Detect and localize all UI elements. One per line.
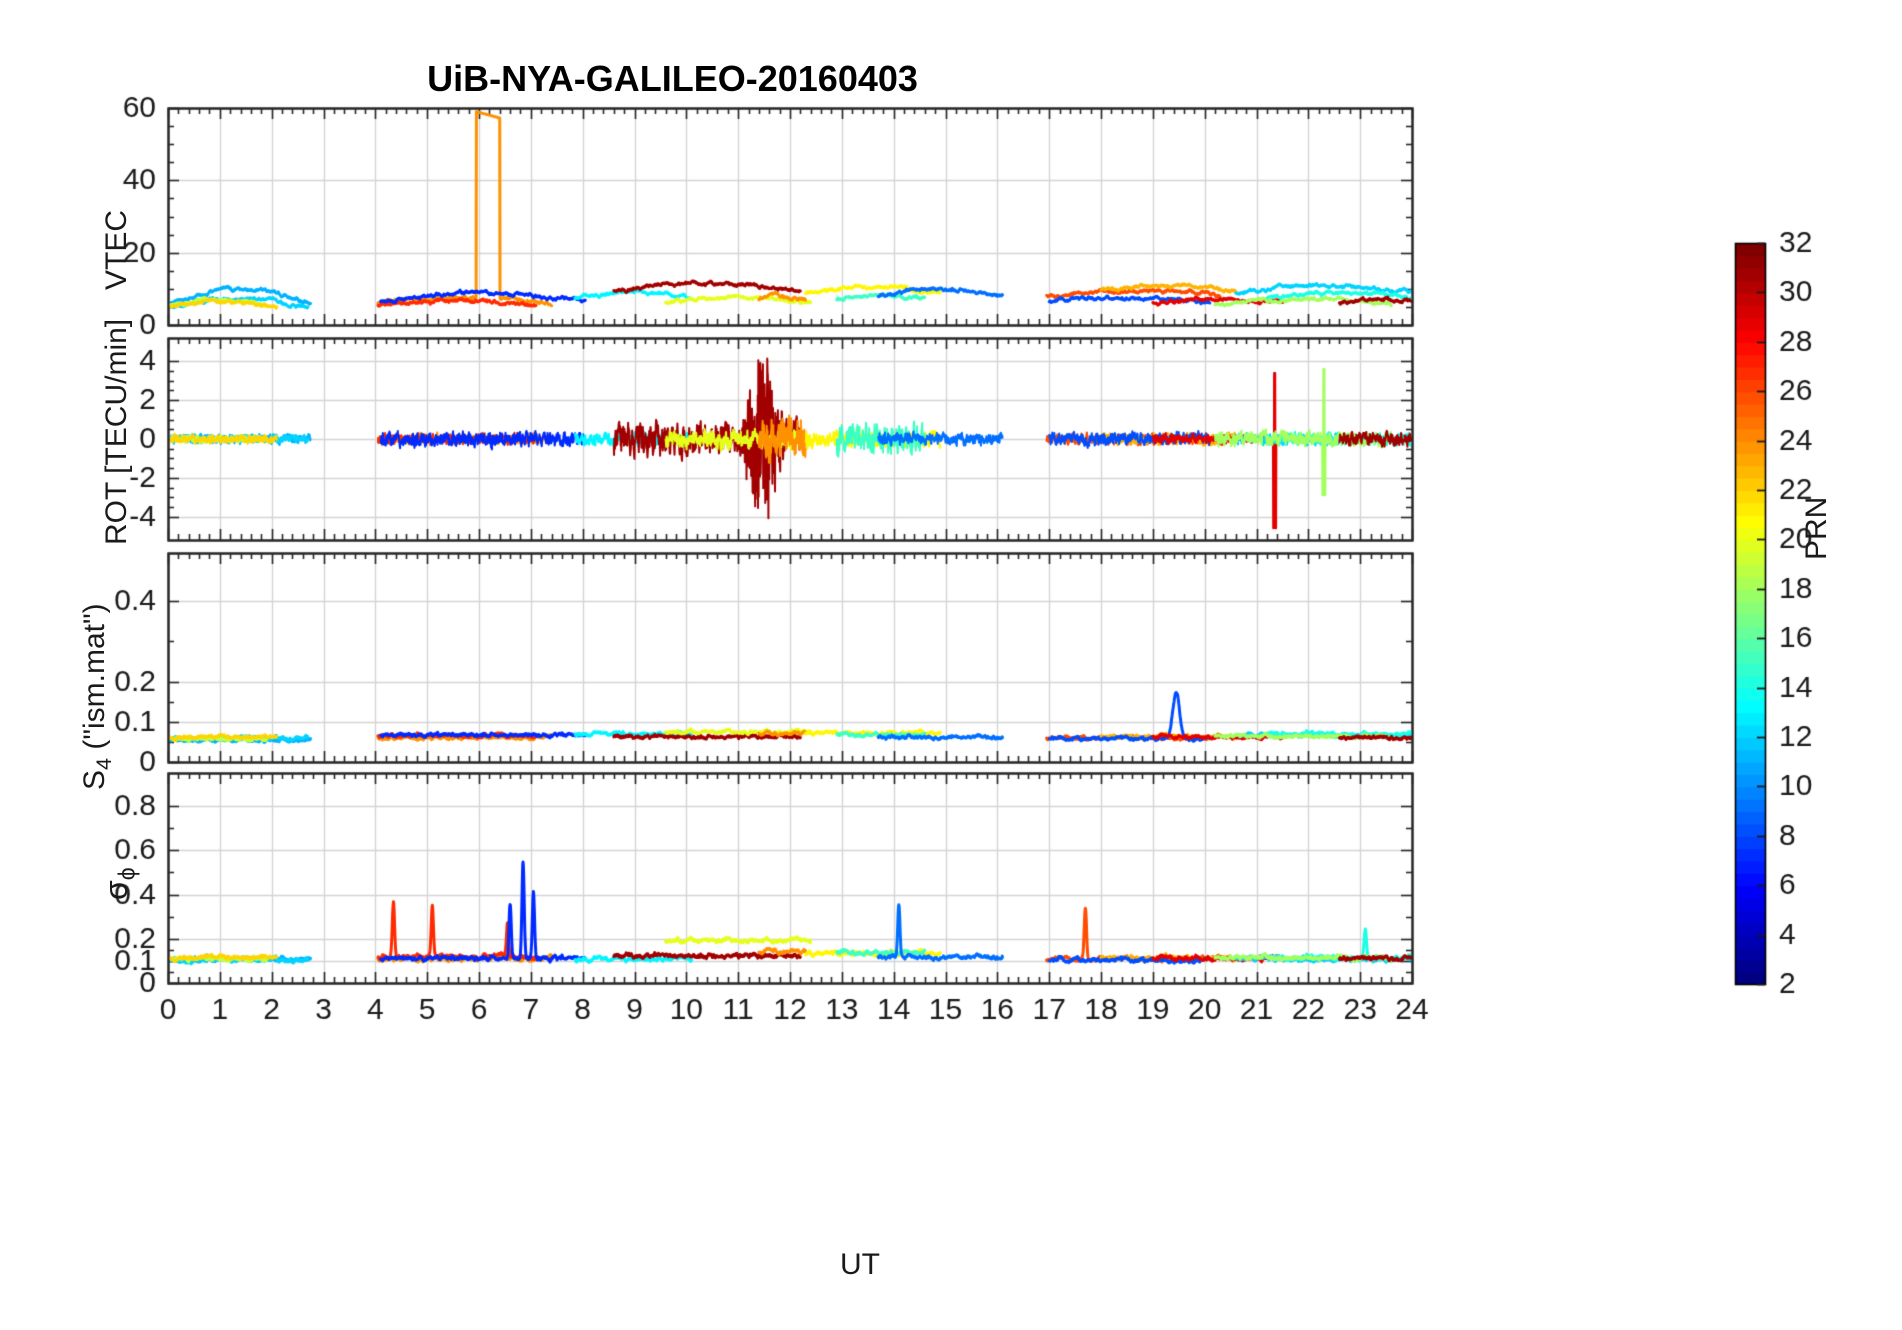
y-axis-label-s4: S4 ("ism.mat") (78, 603, 116, 790)
page-title: UiB-NYA-GALILEO-20160403 (427, 58, 918, 99)
y-axis-label-rot: ROT [TECU/min] (100, 318, 133, 545)
x-axis-label: UT (840, 1248, 880, 1281)
y-axis-label-sigma-phi: σϕ (98, 867, 140, 900)
y-axis-label-vtec: VTEC (100, 209, 133, 290)
colorbar-title: PRN (1800, 496, 1833, 560)
